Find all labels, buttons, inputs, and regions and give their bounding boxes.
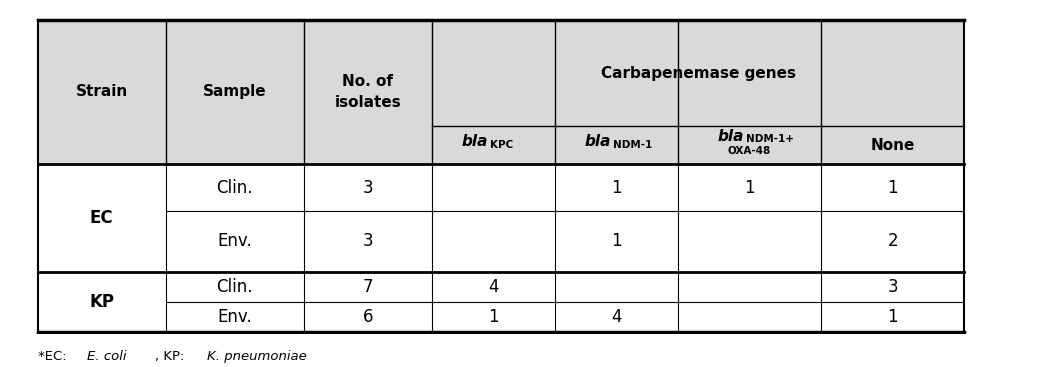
Text: Sample: Sample xyxy=(203,84,267,99)
Text: KPC: KPC xyxy=(490,140,514,150)
Text: Clin.: Clin. xyxy=(217,178,253,196)
Text: Carbapenemase genes: Carbapenemase genes xyxy=(601,66,796,81)
Text: Env.: Env. xyxy=(217,232,252,250)
Text: 4: 4 xyxy=(611,308,622,326)
Text: bla: bla xyxy=(462,134,488,149)
Bar xyxy=(37,164,964,332)
Text: E. coli: E. coli xyxy=(87,350,127,363)
Text: 3: 3 xyxy=(362,178,374,196)
Text: bla: bla xyxy=(584,134,611,149)
Text: , KP:: , KP: xyxy=(156,350,189,363)
Text: 1: 1 xyxy=(611,178,622,196)
Text: Strain: Strain xyxy=(76,84,128,99)
Text: K. pneumoniae: K. pneumoniae xyxy=(207,350,306,363)
Text: None: None xyxy=(871,138,914,153)
Text: EC: EC xyxy=(90,209,113,227)
Text: 6: 6 xyxy=(362,308,374,326)
Text: 3: 3 xyxy=(887,278,898,296)
Text: 7: 7 xyxy=(362,278,374,296)
Text: 2: 2 xyxy=(887,232,898,250)
Text: NDM-1: NDM-1 xyxy=(613,140,653,150)
Text: NDM-1+: NDM-1+ xyxy=(746,134,794,144)
Text: No. of
isolates: No. of isolates xyxy=(334,74,402,110)
Text: bla: bla xyxy=(718,129,744,144)
Text: *EC:: *EC: xyxy=(37,350,71,363)
Text: Clin.: Clin. xyxy=(217,278,253,296)
Text: KP: KP xyxy=(89,293,114,311)
Text: 1: 1 xyxy=(744,178,755,196)
Text: Env.: Env. xyxy=(217,308,252,326)
Text: 3: 3 xyxy=(362,232,374,250)
Bar xyxy=(37,20,964,164)
Text: 4: 4 xyxy=(488,278,498,296)
Text: 1: 1 xyxy=(887,308,898,326)
Text: 1: 1 xyxy=(887,178,898,196)
Text: 1: 1 xyxy=(611,232,622,250)
Text: 1: 1 xyxy=(488,308,498,326)
Text: OXA-48: OXA-48 xyxy=(728,146,771,156)
